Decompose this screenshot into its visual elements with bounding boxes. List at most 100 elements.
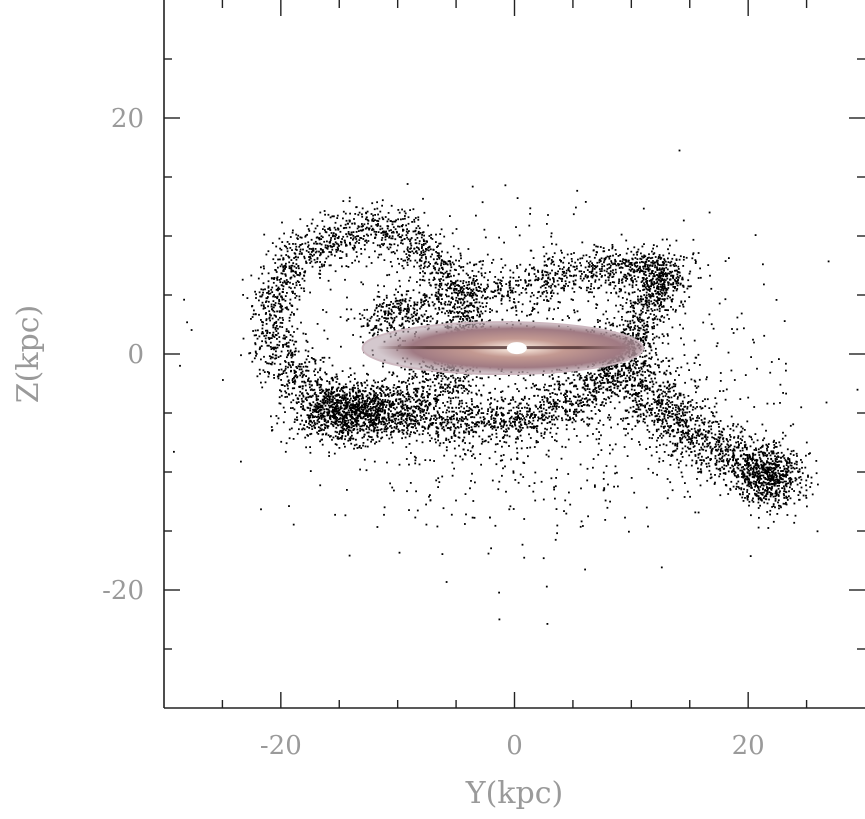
scatter-point	[282, 298, 285, 301]
scatter-point	[307, 244, 310, 247]
scatter-point	[434, 307, 437, 310]
scatter-point	[660, 315, 663, 318]
scatter-point	[546, 271, 549, 274]
scatter-point	[553, 404, 556, 406]
scatter-point	[643, 294, 646, 296]
scatter-point	[509, 276, 512, 279]
scatter-point	[394, 228, 397, 231]
scatter-point	[585, 397, 588, 400]
scatter-point	[437, 292, 440, 295]
scatter-point	[447, 419, 449, 421]
scatter-point	[329, 216, 332, 219]
scatter-point	[381, 243, 383, 245]
scatter-point	[645, 287, 648, 290]
scatter-point	[390, 204, 393, 207]
scatter-point	[265, 334, 268, 337]
scatter-point	[367, 222, 369, 225]
scatter-point	[650, 272, 652, 275]
scatter-point	[254, 342, 257, 344]
scatter-point	[441, 272, 444, 274]
scatter-point	[642, 278, 645, 281]
scatter-point	[625, 275, 628, 278]
scatter-point	[480, 283, 482, 286]
scatter-point	[371, 423, 374, 425]
scatter-point	[371, 218, 374, 221]
scatter-point	[541, 271, 543, 274]
scatter-point	[414, 423, 416, 425]
scatter-point	[373, 230, 376, 233]
scatter-point	[387, 399, 389, 402]
scatter-point	[465, 402, 468, 404]
scatter-point	[462, 313, 464, 316]
scatter-point	[291, 335, 294, 338]
scatter-point	[483, 417, 486, 420]
scatter-point	[453, 287, 456, 290]
scatter-point	[670, 300, 673, 302]
scatter-point	[554, 271, 557, 274]
scatter-point	[371, 202, 374, 205]
scatter-point	[344, 212, 347, 215]
scatter-point	[563, 256, 566, 259]
scatter-point	[471, 416, 474, 418]
scatter-point	[588, 280, 590, 282]
scatter-point	[451, 296, 453, 299]
scatter-point	[677, 271, 680, 273]
scatter-point	[355, 238, 358, 240]
scatter-point	[263, 355, 265, 358]
scatter-point	[495, 414, 498, 417]
scatter-point	[422, 270, 424, 273]
scatter-point	[392, 394, 395, 396]
scatter-point	[563, 284, 565, 287]
scatter-point	[599, 270, 602, 273]
scatter-point	[597, 369, 600, 372]
scatter-point	[369, 436, 371, 438]
scatter-point	[406, 388, 409, 391]
scatter-point	[261, 386, 264, 389]
scatter-point	[437, 291, 440, 293]
scatter-point	[359, 318, 362, 320]
scatter-point	[491, 427, 494, 430]
scatter-point	[265, 300, 268, 303]
scatter-point	[328, 251, 331, 253]
scatter-point	[365, 241, 368, 244]
scatter-point	[346, 222, 349, 225]
scatter-point	[275, 347, 277, 350]
scatter-point	[649, 313, 652, 315]
scatter-point	[625, 277, 628, 280]
scatter-point	[612, 382, 614, 385]
scatter-point	[462, 302, 465, 305]
scatter-point	[454, 281, 457, 284]
scatter-point	[459, 298, 462, 301]
scatter-point	[525, 268, 527, 271]
scatter-point	[411, 397, 414, 399]
scatter-point	[458, 400, 461, 402]
scatter-point	[410, 418, 413, 421]
scatter-point	[561, 268, 564, 270]
scatter-point	[331, 235, 334, 238]
scatter-point	[306, 341, 309, 343]
scatter-point	[569, 397, 571, 400]
scatter-point	[278, 288, 281, 290]
scatter-point	[298, 245, 301, 248]
scatter-point	[633, 246, 636, 249]
scatter-point	[518, 425, 521, 428]
scatter-point	[329, 239, 332, 241]
scatter-point	[560, 392, 562, 395]
scatter-point	[527, 284, 530, 287]
scatter-point	[445, 289, 448, 291]
scatter-point	[382, 244, 385, 247]
scatter-point	[660, 280, 663, 282]
scatter-point	[549, 392, 551, 395]
scatter-point	[603, 370, 605, 373]
scatter-point	[484, 291, 486, 293]
scatter-point	[475, 275, 478, 278]
scatter-point	[671, 298, 674, 300]
scatter-point	[584, 266, 587, 269]
scatter-point	[637, 327, 640, 329]
scatter-point	[631, 264, 634, 266]
scatter-point	[423, 243, 425, 245]
scatter-point	[632, 362, 635, 365]
scatter-point	[638, 301, 641, 304]
scatter-point	[486, 413, 489, 415]
scatter-point	[448, 396, 450, 399]
